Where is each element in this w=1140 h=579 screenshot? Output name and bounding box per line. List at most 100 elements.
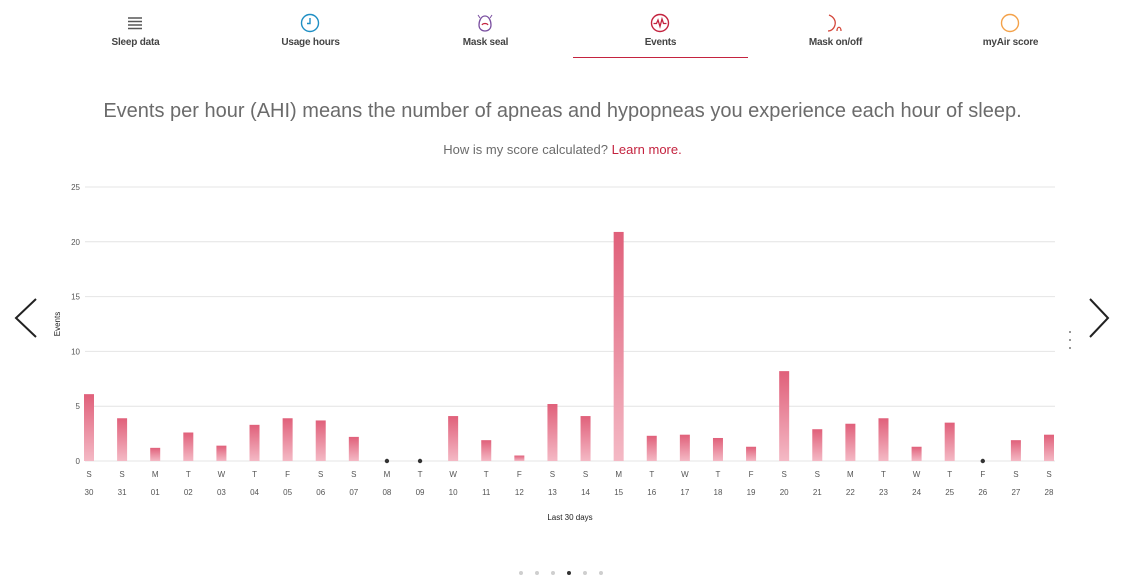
- date-label: 21: [813, 488, 822, 497]
- clock-icon: [300, 13, 320, 33]
- date-label: 24: [912, 488, 921, 497]
- tab-mask-on-off[interactable]: Mask on/off: [748, 0, 923, 58]
- event-bar: [481, 440, 492, 461]
- y-axis-label: Events: [53, 312, 62, 336]
- date-label: 28: [1045, 488, 1054, 497]
- date-label: 16: [647, 488, 656, 497]
- date-label: 15: [614, 488, 623, 497]
- weekday-label: F: [749, 470, 754, 479]
- weekday-label: F: [285, 470, 290, 479]
- no-data-marker: [417, 458, 423, 464]
- event-bar: [646, 435, 657, 461]
- tab-label: Usage hours: [281, 37, 340, 48]
- weekday-label: S: [119, 470, 124, 479]
- date-label: 03: [217, 488, 226, 497]
- date-label: 02: [184, 488, 193, 497]
- date-label: 09: [416, 488, 425, 497]
- weekday-label: S: [550, 470, 555, 479]
- date-label: 14: [581, 488, 590, 497]
- date-label: 22: [846, 488, 855, 497]
- event-bar: [183, 432, 194, 461]
- event-bar: [282, 418, 293, 461]
- event-bar: [779, 371, 790, 461]
- event-bar: [580, 416, 591, 461]
- weekday-label: W: [913, 470, 921, 479]
- event-bar: [150, 447, 161, 461]
- weekday-label: T: [716, 470, 721, 479]
- date-label: 04: [250, 488, 259, 497]
- date-label: 10: [449, 488, 458, 497]
- more-options-icon[interactable]: [1069, 331, 1073, 353]
- event-bar: [878, 418, 889, 461]
- tab-sleep-data[interactable]: Sleep data: [48, 0, 223, 58]
- date-label: 23: [879, 488, 888, 497]
- page-dot[interactable]: [551, 571, 555, 575]
- tab-label: myAir score: [982, 37, 1039, 48]
- tab-myair-score[interactable]: myAir score: [923, 0, 1098, 58]
- weekday-label: S: [815, 470, 820, 479]
- tab-mask-seal[interactable]: Mask seal: [398, 0, 573, 58]
- event-bar: [117, 418, 128, 461]
- page-dot[interactable]: [599, 571, 603, 575]
- next-arrow-icon[interactable]: [1084, 296, 1114, 340]
- date-label: 08: [382, 488, 391, 497]
- mask-on-off-icon: [827, 14, 842, 32]
- weekday-label: T: [186, 470, 191, 479]
- weekday-label: T: [418, 470, 423, 479]
- weekday-label: W: [681, 470, 689, 479]
- event-bar: [944, 422, 955, 461]
- event-bar: [1044, 434, 1054, 461]
- event-bar: [812, 429, 823, 461]
- event-bar: [348, 436, 359, 461]
- weekday-label: F: [517, 470, 522, 479]
- page-dot[interactable]: [535, 571, 539, 575]
- weekday-label: M: [384, 470, 391, 479]
- weekday-label: S: [782, 470, 787, 479]
- date-label: 12: [515, 488, 524, 497]
- date-label: 17: [680, 488, 689, 497]
- pulse-icon: [650, 13, 670, 33]
- page-dot[interactable]: [583, 571, 587, 575]
- events-bar-chart: 0510152025EventsS30S31M01T02W03T04F05S06…: [53, 183, 1055, 522]
- event-bar: [1010, 440, 1021, 461]
- weekday-label: F: [980, 470, 985, 479]
- date-label: 26: [978, 488, 987, 497]
- weekday-label: S: [583, 470, 588, 479]
- date-label: 31: [118, 488, 127, 497]
- y-tick-label: 5: [76, 402, 81, 411]
- score-ring-icon: [1000, 13, 1020, 33]
- weekday-label: S: [351, 470, 356, 479]
- page-dot[interactable]: [519, 571, 523, 575]
- no-data-marker: [384, 458, 390, 464]
- tab-usage-hours[interactable]: Usage hours: [223, 0, 398, 58]
- learn-more-link[interactable]: Learn more.: [611, 142, 682, 157]
- score-explanation: How is my score calculated? Learn more.: [0, 142, 1125, 157]
- event-bar: [249, 424, 260, 461]
- tab-label: Mask seal: [462, 37, 509, 48]
- event-bar: [84, 394, 94, 461]
- tab-events[interactable]: Events: [573, 0, 748, 58]
- event-bar: [746, 446, 757, 461]
- weekday-label: T: [649, 470, 654, 479]
- date-label: 01: [151, 488, 160, 497]
- event-bar: [514, 455, 525, 461]
- x-axis-label: Last 30 days: [547, 513, 592, 522]
- weekday-label: M: [152, 470, 159, 479]
- weekday-label: S: [86, 470, 91, 479]
- y-tick-label: 15: [71, 293, 80, 302]
- page-headline: Events per hour (AHI) means the number o…: [103, 100, 1022, 122]
- weekday-label: S: [1013, 470, 1018, 479]
- date-label: 13: [548, 488, 557, 497]
- page-dot[interactable]: [567, 571, 571, 575]
- weekday-label: M: [847, 470, 854, 479]
- weekday-label: S: [318, 470, 323, 479]
- previous-arrow-icon[interactable]: [10, 296, 40, 340]
- event-bar: [216, 445, 227, 461]
- event-bar: [911, 446, 922, 461]
- y-tick-label: 25: [71, 183, 80, 192]
- list-icon: [128, 17, 142, 30]
- page-indicator: [519, 571, 615, 575]
- date-label: 18: [714, 488, 723, 497]
- y-tick-label: 0: [76, 457, 81, 466]
- event-bar: [547, 404, 558, 461]
